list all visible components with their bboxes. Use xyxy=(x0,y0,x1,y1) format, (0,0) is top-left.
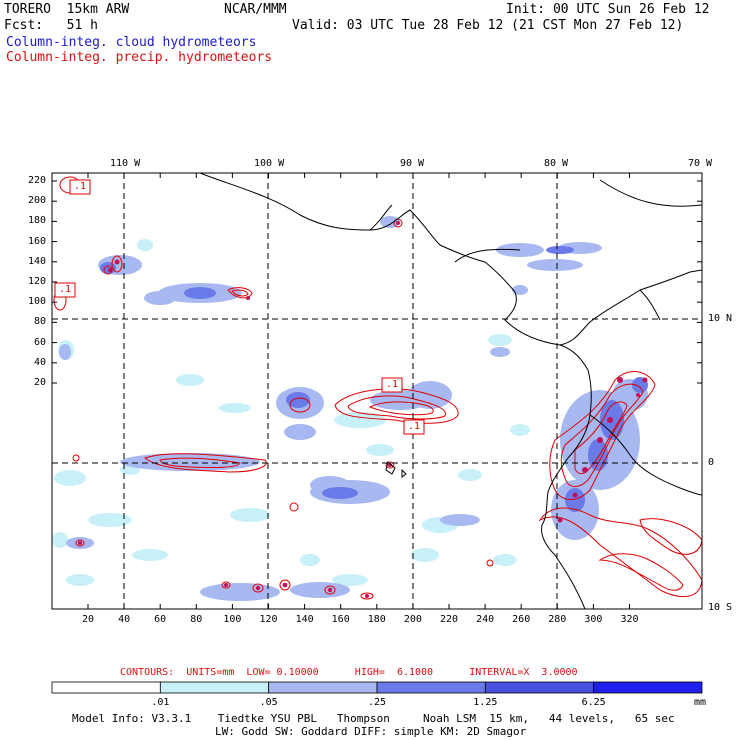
y-tick-label: 60 xyxy=(33,336,46,348)
y-tick-label: 100 xyxy=(27,296,46,308)
lon-label-90w: 90 W xyxy=(400,158,425,169)
lat-label-10n: 10 N xyxy=(708,313,733,324)
contour-label-boxes xyxy=(54,179,425,435)
x-tick-label: 40 xyxy=(118,614,131,625)
y-tick-label: 20 xyxy=(33,377,46,388)
colorbar-segment xyxy=(593,681,703,694)
lon-label-80w: 80 W xyxy=(544,158,569,169)
colorbar-label: 1.25 xyxy=(473,697,498,708)
colorbar-segment xyxy=(51,681,161,694)
x-tick-label: 280 xyxy=(548,614,567,625)
field-cloud-title: Column-integ. cloud hydrometeors xyxy=(6,35,257,50)
precip-cores xyxy=(78,221,648,598)
y-tick-label: 160 xyxy=(27,235,46,247)
colorbar-segment xyxy=(484,681,595,694)
x-tick-label: 160 xyxy=(331,614,350,625)
lon-label-110w: 110 W xyxy=(110,158,141,169)
colorbar-unit: mm xyxy=(694,697,707,708)
x-tick-label: 220 xyxy=(439,614,459,625)
y-tick-label: 80 xyxy=(33,316,46,328)
colorbar-label: .01 xyxy=(151,697,170,708)
x-tick-label: 200 xyxy=(403,614,422,625)
forecast-hour: Fcst: 51 h xyxy=(4,18,98,33)
lon-label-70w: 70 W xyxy=(688,158,713,169)
colorbar-segment xyxy=(159,681,270,694)
precip-contours xyxy=(53,176,702,600)
x-tick-label: 20 xyxy=(81,614,95,625)
y-tick-label: 220 xyxy=(27,175,46,186)
contour-label: .1 xyxy=(59,284,72,295)
lat-label-10s: 10 S xyxy=(708,602,733,613)
x-tick-label: 260 xyxy=(512,614,531,625)
colorbar-label: .25 xyxy=(367,697,387,708)
lat-lon-grid xyxy=(52,173,702,609)
y-tick-label: 120 xyxy=(27,276,46,287)
axis-ticks xyxy=(52,173,702,609)
lon-label-100w: 100 W xyxy=(254,158,285,169)
y-tick-label: 200 xyxy=(27,195,46,207)
contour-label: .1 xyxy=(386,379,399,390)
init-time: Init: 00 UTC Sun 26 Feb 12 xyxy=(506,2,710,17)
x-tick-label: 300 xyxy=(584,614,603,625)
contour-label: .1 xyxy=(408,421,421,432)
contour-label: .1 xyxy=(74,181,87,192)
model-info-line1: Model Info: V3.3.1 Tiedtke YSU PBL Thomp… xyxy=(72,712,675,725)
model-info-line2: LW: Godd SW: Goddard DIFF: simple KM: 2D… xyxy=(215,725,527,738)
colorbar-segment xyxy=(268,681,378,694)
model-name: TORERO 15km ARW xyxy=(4,2,130,17)
colorbar-label: 6.25 xyxy=(581,697,606,708)
lat-label-0: 0 xyxy=(708,457,715,468)
valid-time: Valid: 03 UTC Tue 28 Feb 12 (21 CST Mon … xyxy=(292,18,684,33)
colorbar-label: .05 xyxy=(259,697,278,708)
x-tick-label: 320 xyxy=(620,614,639,625)
x-tick-label: 140 xyxy=(295,614,314,625)
x-tick-label: 180 xyxy=(367,614,386,625)
y-tick-label: 40 xyxy=(33,356,46,368)
x-tick-label: 60 xyxy=(154,614,167,625)
x-tick-label: 120 xyxy=(259,614,278,625)
x-tick-label: 100 xyxy=(223,614,242,625)
y-tick-label: 180 xyxy=(27,215,46,227)
y-tick-label: 140 xyxy=(27,255,46,267)
organization: NCAR/MMM xyxy=(224,2,287,17)
x-tick-label: 240 xyxy=(476,614,495,625)
contours-info: CONTOURS: UNITS=mm LOW= 0.10000 HIGH= 6.… xyxy=(120,667,578,678)
colorbar-segment xyxy=(376,681,486,694)
field-precip-title: Column-integ. precip. hydrometeors xyxy=(6,50,273,65)
x-tick-label: 80 xyxy=(190,614,203,625)
